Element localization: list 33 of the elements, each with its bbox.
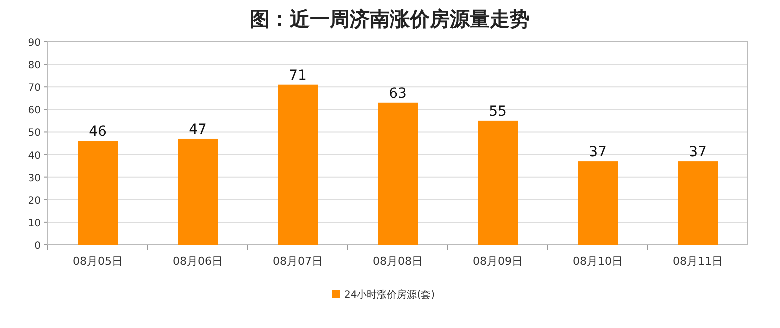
bar xyxy=(78,141,118,245)
data-label: 63 xyxy=(389,86,407,102)
y-tick-label: 10 xyxy=(28,218,41,230)
bar xyxy=(178,138,218,245)
bar xyxy=(278,84,318,245)
bar xyxy=(478,120,518,245)
bar xyxy=(578,162,618,245)
x-tick-label: 08月09日 xyxy=(473,255,523,268)
chart-title: 图：近一周济南涨价房源量走势 xyxy=(250,7,530,31)
y-tick-label: 30 xyxy=(28,173,41,184)
x-tick-label: 08月05日 xyxy=(73,255,123,268)
bar xyxy=(678,162,718,245)
y-tick-label: 50 xyxy=(28,128,41,140)
x-tick-label: 08月11日 xyxy=(673,255,723,268)
y-tick-label: 90 xyxy=(28,38,41,49)
data-label: 37 xyxy=(689,144,707,161)
bar xyxy=(378,102,418,245)
x-tick-label: 08月08日 xyxy=(373,255,423,268)
y-tick-label: 20 xyxy=(28,196,41,207)
data-label: 55 xyxy=(489,104,507,120)
data-label: 71 xyxy=(289,68,307,84)
y-tick-label: 70 xyxy=(28,83,41,94)
y-tick-label: 80 xyxy=(28,60,41,72)
y-tick-label: 0 xyxy=(34,241,41,252)
data-label: 47 xyxy=(189,122,207,138)
data-label: 46 xyxy=(89,124,107,140)
y-tick-label: 40 xyxy=(28,150,41,162)
y-tick-label: 60 xyxy=(28,106,41,117)
x-tick-label: 08月10日 xyxy=(573,255,623,268)
x-tick-label: 08月07日 xyxy=(273,255,323,268)
data-label: 37 xyxy=(589,144,607,161)
x-tick-label: 08月06日 xyxy=(173,255,223,268)
legend-label: 24小时涨价房源(套) xyxy=(344,289,436,301)
